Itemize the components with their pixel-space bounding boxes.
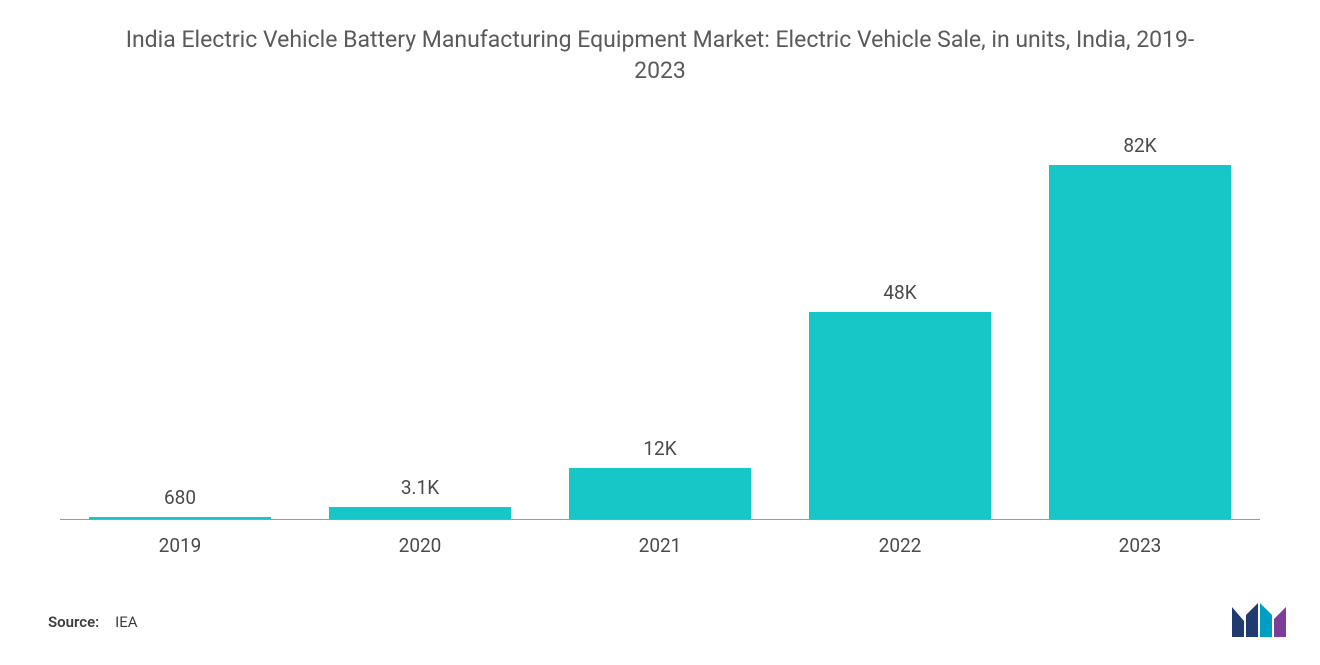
category-label: 2022 bbox=[780, 534, 1020, 557]
bar bbox=[329, 507, 511, 520]
brand-logo bbox=[1230, 601, 1288, 639]
category-label: 2023 bbox=[1020, 534, 1260, 557]
logo-icon bbox=[1230, 601, 1288, 639]
bar-value-label: 680 bbox=[164, 486, 196, 509]
bar-value-label: 12K bbox=[643, 437, 676, 460]
bar-value-label: 48K bbox=[883, 281, 916, 304]
chart-title: India Electric Vehicle Battery Manufactu… bbox=[0, 0, 1320, 86]
bar bbox=[1049, 165, 1231, 520]
bar-value-label: 3.1K bbox=[401, 476, 439, 499]
bar-slot: 680 bbox=[60, 130, 300, 520]
bar-slot: 82K bbox=[1020, 130, 1260, 520]
bar-slot: 12K bbox=[540, 130, 780, 520]
bar-value-label: 82K bbox=[1123, 134, 1156, 157]
x-axis-baseline bbox=[60, 519, 1260, 520]
category-label: 2021 bbox=[540, 534, 780, 557]
bar bbox=[569, 468, 751, 520]
source-prefix: Source: bbox=[48, 613, 99, 631]
source-attribution: Source: IEA bbox=[48, 612, 138, 631]
category-axis: 20192020202120222023 bbox=[60, 534, 1260, 557]
bar-slot: 48K bbox=[780, 130, 1020, 520]
bar bbox=[809, 312, 991, 520]
chart-container: India Electric Vehicle Battery Manufactu… bbox=[0, 0, 1320, 665]
category-label: 2020 bbox=[300, 534, 540, 557]
bar-slot: 3.1K bbox=[300, 130, 540, 520]
category-label: 2019 bbox=[60, 534, 300, 557]
chart-plot-area: 680 3.1K 12K 48K 82K bbox=[60, 130, 1260, 520]
source-text: IEA bbox=[115, 613, 137, 631]
bars-row: 680 3.1K 12K 48K 82K bbox=[60, 130, 1260, 520]
